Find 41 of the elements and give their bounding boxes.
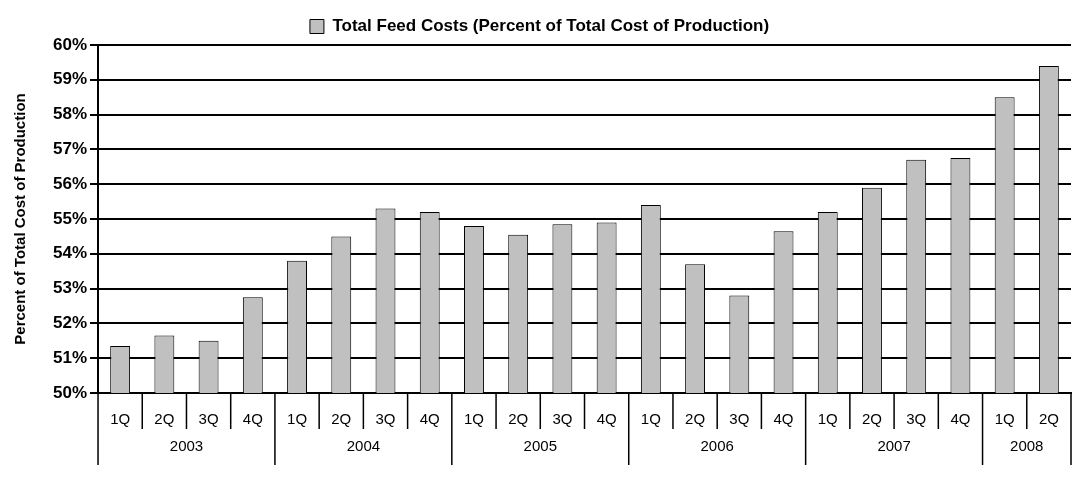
x-tick-label: 4Q xyxy=(242,410,263,428)
x-tick-label: 3Q xyxy=(375,410,396,428)
x-tick-label: 1Q xyxy=(463,410,484,428)
y-tick-label: 57% xyxy=(52,139,88,159)
y-tick-label: 51% xyxy=(52,347,88,367)
text: 2007 xyxy=(877,437,911,455)
x-tick-label: 1Q xyxy=(640,410,661,428)
y-tick-label: 52% xyxy=(52,313,88,333)
x-tick-label: 1Q xyxy=(817,410,838,428)
x-tick-label: 4Q xyxy=(419,410,440,428)
x-tick-label: 4Q xyxy=(950,410,971,428)
x-tick-label: 1Q xyxy=(994,410,1015,428)
x-tick-label: 2Q xyxy=(861,410,882,428)
y-tick-label: 54% xyxy=(52,243,88,263)
x-tick-label: 4Q xyxy=(596,410,617,428)
x-tick-label: 3Q xyxy=(729,410,750,428)
x-tick-label: 3Q xyxy=(906,410,927,428)
y-tick-label: 60% xyxy=(52,34,88,54)
x-tick-label: 4Q xyxy=(773,410,794,428)
text: 2005 xyxy=(523,437,557,455)
x-tick-label: 3Q xyxy=(198,410,219,428)
y-tick-label: 53% xyxy=(52,278,88,298)
text: 2008 xyxy=(1010,437,1044,455)
y-tick-label: 50% xyxy=(52,382,88,402)
x-tick-label: 2Q xyxy=(154,410,175,428)
x-tick-label: 1Q xyxy=(110,410,131,428)
y-tick-label: 55% xyxy=(52,208,88,228)
x-tick-label: 2Q xyxy=(1038,410,1059,428)
y-tick-label: 58% xyxy=(52,104,88,124)
text: 2003 xyxy=(169,437,204,455)
text: 2004 xyxy=(346,437,381,455)
legend-label: Total Feed Costs (Percent of Total Cost of Production) xyxy=(332,16,770,36)
y-axis-title: Percent of Total Cost of Production xyxy=(11,93,29,345)
x-tick-label: 2Q xyxy=(508,410,529,428)
y-tick-label: 56% xyxy=(52,173,88,193)
x-tick-label: 2Q xyxy=(685,410,706,428)
y-tick-label: 59% xyxy=(52,69,88,89)
x-tick-label: 1Q xyxy=(287,410,308,428)
x-tick-label: 3Q xyxy=(552,410,573,428)
x-tick-label: 2Q xyxy=(331,410,352,428)
text: 2006 xyxy=(700,437,734,455)
